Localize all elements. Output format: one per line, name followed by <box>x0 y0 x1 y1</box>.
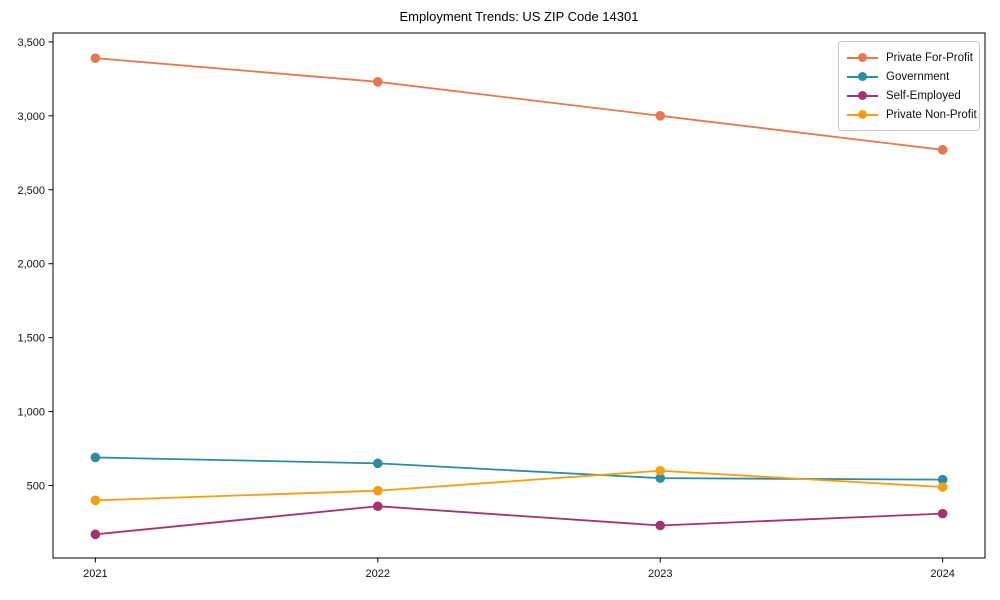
legend-label: Private Non-Profit <box>886 108 977 121</box>
y-axis-tick-label: 1,000 <box>17 407 45 419</box>
legend-label: Private For-Profit <box>886 51 973 64</box>
data-point <box>90 529 101 540</box>
data-point <box>372 77 383 87</box>
axes-frame <box>52 32 986 559</box>
series-line-government <box>95 456 943 481</box>
legend-entry: Private Non-Profit <box>847 105 977 124</box>
data-point <box>90 452 101 463</box>
series-line-self-employed <box>95 505 943 536</box>
data-point <box>655 473 666 483</box>
y-axis-tick-label: 3,000 <box>17 111 45 123</box>
data-point <box>655 111 666 121</box>
data-point <box>372 501 383 512</box>
data-point <box>937 474 948 485</box>
legend-label: Self-Employed <box>886 89 961 102</box>
legend-line-marker-icon <box>847 91 878 101</box>
x-axis-tick-label: 2023 <box>648 568 672 580</box>
legend: Private For-Profit Government Self-Employe… <box>838 41 980 131</box>
legend-entry: Private For-Profit <box>847 48 973 67</box>
x-axis-tick-label: 2021 <box>83 568 107 580</box>
data-point <box>90 53 101 63</box>
legend-line-marker-icon <box>847 110 878 120</box>
data-point <box>937 508 948 519</box>
y-axis-tick-label: 2,000 <box>17 259 45 271</box>
data-point <box>937 482 948 492</box>
legend-line-marker-icon <box>847 53 878 63</box>
y-axis-tick-label: 2,500 <box>17 185 45 197</box>
data-point <box>372 458 383 469</box>
data-point <box>937 145 948 155</box>
chart-title: Employment Trends: US ZIP Code 14301 <box>399 9 639 24</box>
legend-line-marker-icon <box>847 72 878 82</box>
y-axis-tick-label: 3,500 <box>17 37 45 49</box>
data-point <box>655 465 666 476</box>
data-point <box>90 495 101 506</box>
data-point <box>655 520 666 531</box>
y-axis-tick-label: 500 <box>27 481 45 493</box>
x-axis-tick-label: 2024 <box>930 568 954 580</box>
x-axis-tick-label: 2022 <box>366 568 390 580</box>
series-line-private-for-profit <box>95 57 943 151</box>
y-axis-tick-label: 1,500 <box>17 333 45 345</box>
data-point <box>372 485 383 496</box>
legend-entry: Government <box>847 67 971 86</box>
legend-label: Government <box>886 70 950 83</box>
series-line-private-non-profit <box>95 469 943 502</box>
legend-entry: Self-Employed <box>847 86 971 105</box>
